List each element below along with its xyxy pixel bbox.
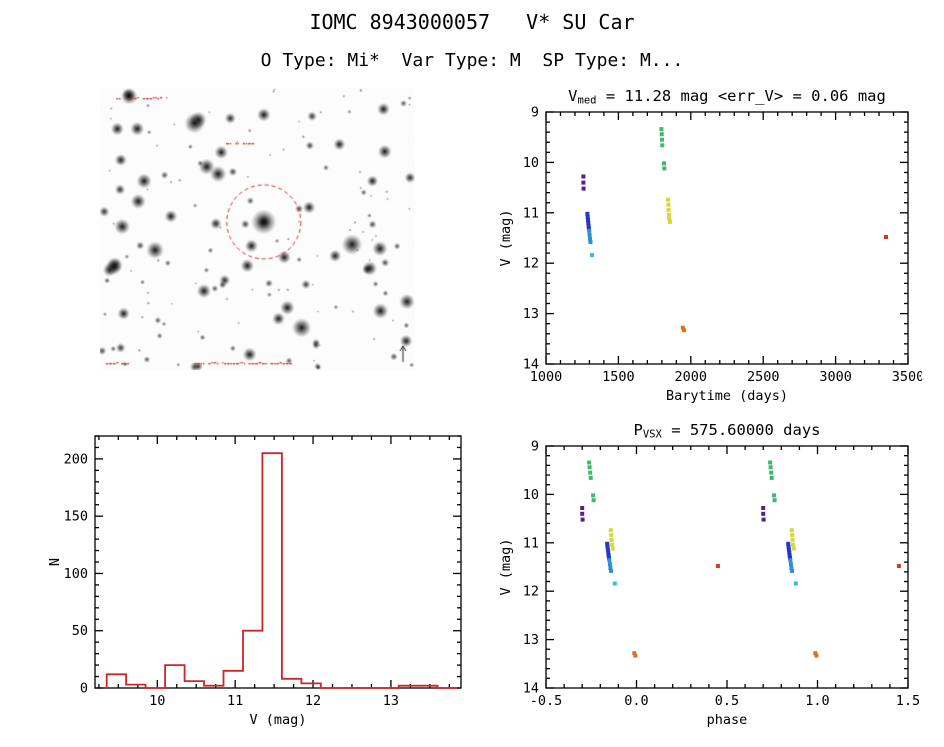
svg-text:V (mag): V (mag) [498, 539, 514, 596]
phase-plot: -0.5 0.0 0.5 1.0 1.5 9 10 11 12 13 14 phase V (mag) [498, 440, 920, 728]
svg-text:1.0: 1.0 [805, 693, 829, 709]
svg-text:V (mag): V (mag) [498, 210, 514, 267]
page-title: IOMC 8943000057 V* SU Car [309, 10, 635, 34]
svg-text:12: 12 [523, 584, 539, 600]
svg-text:Barytime (days): Barytime (days) [666, 388, 788, 404]
svg-text:13: 13 [523, 632, 539, 648]
svg-text:10: 10 [523, 487, 539, 503]
finder-chart-image [100, 88, 415, 370]
svg-text:2500: 2500 [747, 369, 780, 385]
svg-text:11: 11 [523, 205, 539, 221]
svg-text:200: 200 [64, 451, 88, 467]
svg-text:13: 13 [523, 306, 539, 322]
svg-text:150: 150 [64, 509, 88, 525]
lightcurve-panel: Vmed = 11.28 mag <err_V> = 0.06 mag 1000… [498, 86, 922, 416]
svg-text:12: 12 [305, 693, 321, 709]
svg-text:11: 11 [523, 535, 539, 551]
svg-text:14: 14 [523, 357, 539, 373]
svg-text:0: 0 [80, 681, 88, 697]
svg-text:phase: phase [707, 712, 748, 728]
svg-text:1500: 1500 [602, 369, 635, 385]
svg-text:14: 14 [523, 681, 539, 697]
svg-text:0.5: 0.5 [715, 693, 739, 709]
lightcurve-title: Vmed = 11.28 mag <err_V> = 0.06 mag [568, 87, 886, 107]
phase-title: PVSX = 575.60000 days [633, 421, 821, 441]
lightcurve-plot: 1000 1500 2000 2500 3000 3500 9 10 11 12 13 14 Baryt… [498, 106, 922, 404]
svg-text:100: 100 [64, 566, 88, 582]
svg-text:V (mag): V (mag) [250, 712, 307, 728]
svg-text:12: 12 [523, 256, 539, 272]
svg-text:9: 9 [531, 440, 539, 455]
histogram-plot: 10 11 12 13 0 50 100 150 200 V (mag) N [47, 435, 462, 728]
svg-text:2000: 2000 [675, 369, 708, 385]
svg-text:9: 9 [531, 106, 539, 121]
svg-text:1.5: 1.5 [896, 693, 920, 709]
svg-text:3500: 3500 [892, 369, 922, 385]
histogram-panel: 10 11 12 13 0 50 100 150 200 V (mag) N [35, 428, 475, 740]
svg-text:3000: 3000 [819, 369, 852, 385]
svg-text:0.0: 0.0 [624, 693, 648, 709]
svg-text:10: 10 [523, 155, 539, 171]
svg-text:-0.5: -0.5 [530, 693, 563, 709]
svg-text:N: N [47, 558, 63, 566]
svg-text:50: 50 [72, 623, 88, 639]
phase-panel: PVSX = 575.60000 days -0.5 0.0 0.5 1.0 1.5 9 1… [498, 420, 922, 740]
svg-text:13: 13 [383, 693, 399, 709]
svg-text:11: 11 [227, 693, 243, 709]
svg-text:10: 10 [149, 693, 165, 709]
page-subtitle: O Type: Mi* Var Type: M SP Type: M... [260, 50, 684, 71]
svg-text:1000: 1000 [530, 369, 563, 385]
